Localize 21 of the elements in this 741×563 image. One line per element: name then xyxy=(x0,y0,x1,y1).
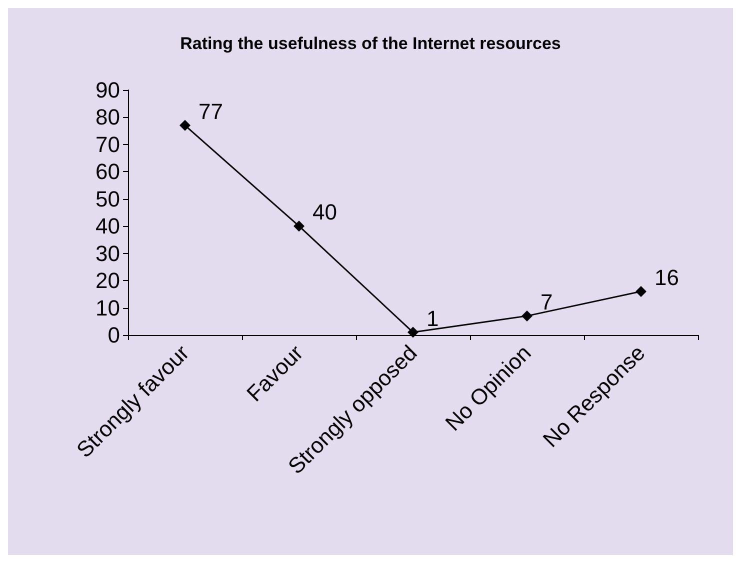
y-tick-label: 90 xyxy=(96,78,120,102)
y-tick-label: 0 xyxy=(108,322,120,348)
y-tick-label: 20 xyxy=(96,268,120,294)
y-tick-label: 80 xyxy=(96,104,120,130)
data-label: 40 xyxy=(312,200,337,225)
point xyxy=(294,220,304,232)
data-label: 77 xyxy=(198,98,223,124)
y-tick-label: 30 xyxy=(96,240,120,266)
y-tick-label: 10 xyxy=(96,295,120,320)
point xyxy=(636,286,646,297)
data-label: 7 xyxy=(540,289,553,314)
point xyxy=(408,326,418,338)
point xyxy=(180,120,190,131)
data-label: 1 xyxy=(426,306,439,331)
data-label: 16 xyxy=(654,264,679,290)
y-tick-label: 60 xyxy=(96,159,120,184)
y-tick-label: 70 xyxy=(96,132,120,157)
y-tick-label: 50 xyxy=(96,186,120,212)
chart-title: Rating the usefulness of the Internet resources xyxy=(180,34,561,53)
y-tick-label: 40 xyxy=(96,214,120,239)
point xyxy=(522,310,532,322)
